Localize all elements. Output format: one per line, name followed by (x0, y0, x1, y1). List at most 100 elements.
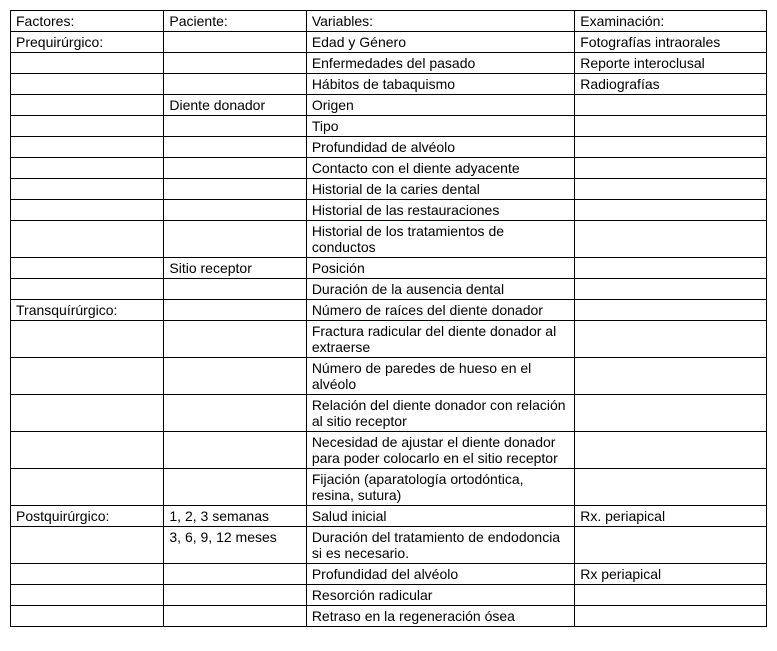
cell-paciente (164, 300, 306, 321)
cell-factores (11, 258, 164, 279)
cell-variables: Duración de la ausencia dental (306, 279, 574, 300)
cell-variables: Enfermedades del pasado (306, 53, 574, 74)
cell-variables: Posición (306, 258, 574, 279)
cell-paciente (164, 585, 306, 606)
cell-variables: Hábitos de tabaquismo (306, 74, 574, 95)
cell-variables: Contacto con el diente adyacente (306, 158, 574, 179)
cell-paciente (164, 32, 306, 53)
table-row: Historial de las restauraciones (11, 200, 767, 221)
cell-paciente (164, 200, 306, 221)
cell-factores (11, 585, 164, 606)
cell-paciente (164, 53, 306, 74)
cell-paciente (164, 395, 306, 432)
table-row: 3, 6, 9, 12 mesesDuración del tratamient… (11, 527, 767, 564)
cell-examinacion (575, 527, 767, 564)
cell-factores (11, 158, 164, 179)
cell-paciente (164, 179, 306, 200)
table-row: Sitio receptorPosición (11, 258, 767, 279)
cell-paciente: Diente donador (164, 95, 306, 116)
cell-examinacion (575, 585, 767, 606)
cell-examinacion (575, 179, 767, 200)
table-row: Duración de la ausencia dental (11, 279, 767, 300)
table-header-row: Factores: Paciente: Variables: Examinaci… (11, 11, 767, 32)
table-row: Enfermedades del pasadoReporte interoclu… (11, 53, 767, 74)
cell-factores (11, 395, 164, 432)
cell-examinacion (575, 321, 767, 358)
cell-examinacion (575, 395, 767, 432)
cell-variables: Salud inicial (306, 506, 574, 527)
cell-variables: Número de paredes de hueso en el alvéolo (306, 358, 574, 395)
cell-examinacion (575, 300, 767, 321)
cell-paciente (164, 432, 306, 469)
cell-variables: Profundidad del alvéolo (306, 564, 574, 585)
cell-variables: Fractura radicular del diente donador al… (306, 321, 574, 358)
table-row: Profundidad de alvéolo (11, 137, 767, 158)
cell-paciente (164, 158, 306, 179)
col-header-examinacion: Examinación: (575, 11, 767, 32)
table-row: Profundidad del alvéoloRx periapical (11, 564, 767, 585)
cell-examinacion (575, 258, 767, 279)
cell-variables: Duración del tratamiento de endodoncia s… (306, 527, 574, 564)
table-row: Prequirúrgico:Edad y GéneroFotografías i… (11, 32, 767, 53)
cell-variables: Historial de la caries dental (306, 179, 574, 200)
cell-examinacion (575, 469, 767, 506)
table-row: Historial de la caries dental (11, 179, 767, 200)
table-row: Necesidad de ajustar el diente donador p… (11, 432, 767, 469)
cell-factores: Transquírúrgico: (11, 300, 164, 321)
cell-factores (11, 116, 164, 137)
table-row: Fijación (aparatología ortodóntica, resi… (11, 469, 767, 506)
cell-paciente: 3, 6, 9, 12 meses (164, 527, 306, 564)
cell-factores (11, 606, 164, 627)
cell-factores: Postquirúrgico: (11, 506, 164, 527)
cell-factores (11, 221, 164, 258)
cell-variables: Resorción radicular (306, 585, 574, 606)
table-row: Número de paredes de hueso en el alvéolo (11, 358, 767, 395)
cell-examinacion: Rx periapical (575, 564, 767, 585)
cell-paciente (164, 74, 306, 95)
cell-paciente: Sitio receptor (164, 258, 306, 279)
cell-factores (11, 321, 164, 358)
col-header-paciente: Paciente: (164, 11, 306, 32)
cell-examinacion: Reporte interoclusal (575, 53, 767, 74)
table-row: Tipo (11, 116, 767, 137)
cell-factores (11, 279, 164, 300)
table-row: Contacto con el diente adyacente (11, 158, 767, 179)
cell-factores (11, 527, 164, 564)
cell-variables: Historial de los tratamientos de conduct… (306, 221, 574, 258)
cell-variables: Relación del diente donador con relación… (306, 395, 574, 432)
table-row: Retraso en la regeneración ósea (11, 606, 767, 627)
cell-paciente (164, 137, 306, 158)
cell-examinacion (575, 606, 767, 627)
cell-examinacion: Rx. periapical (575, 506, 767, 527)
table-row: Postquirúrgico:1, 2, 3 semanasSalud inic… (11, 506, 767, 527)
surgical-factors-table: Factores: Paciente: Variables: Examinaci… (10, 10, 767, 627)
table-row: Hábitos de tabaquismoRadiografías (11, 74, 767, 95)
cell-variables: Profundidad de alvéolo (306, 137, 574, 158)
cell-variables: Número de raíces del diente donador (306, 300, 574, 321)
cell-variables: Edad y Género (306, 32, 574, 53)
col-header-factores: Factores: (11, 11, 164, 32)
table-row: Historial de los tratamientos de conduct… (11, 221, 767, 258)
cell-variables: Historial de las restauraciones (306, 200, 574, 221)
cell-examinacion (575, 279, 767, 300)
cell-examinacion (575, 358, 767, 395)
cell-paciente (164, 116, 306, 137)
cell-paciente (164, 221, 306, 258)
cell-examinacion (575, 137, 767, 158)
cell-examinacion: Radiografías (575, 74, 767, 95)
table-row: Relación del diente donador con relación… (11, 395, 767, 432)
table-row: Fractura radicular del diente donador al… (11, 321, 767, 358)
cell-examinacion (575, 158, 767, 179)
cell-examinacion (575, 95, 767, 116)
cell-variables: Retraso en la regeneración ósea (306, 606, 574, 627)
cell-factores (11, 53, 164, 74)
cell-variables: Fijación (aparatología ortodóntica, resi… (306, 469, 574, 506)
cell-paciente (164, 564, 306, 585)
cell-factores (11, 200, 164, 221)
cell-paciente (164, 279, 306, 300)
table-row: Resorción radicular (11, 585, 767, 606)
cell-variables: Tipo (306, 116, 574, 137)
table-body: Factores: Paciente: Variables: Examinaci… (11, 11, 767, 627)
cell-examinacion (575, 116, 767, 137)
cell-factores (11, 179, 164, 200)
